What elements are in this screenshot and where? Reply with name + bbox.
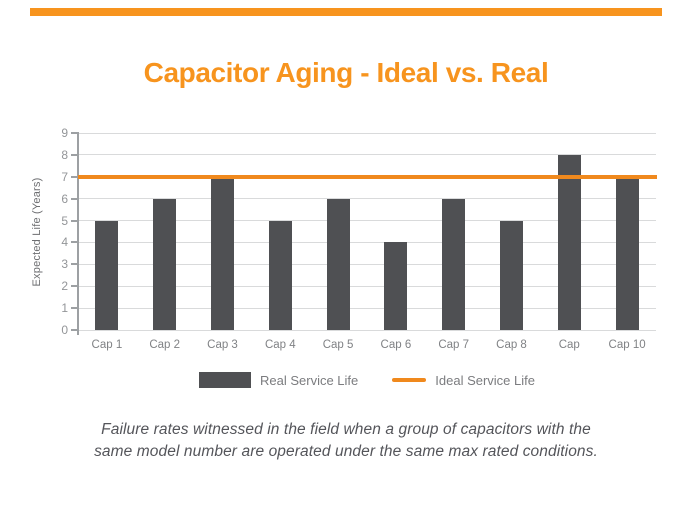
gridline-y2 <box>78 285 656 287</box>
y-axis-tick-4 <box>71 241 77 244</box>
y-axis-tick-1 <box>71 307 77 310</box>
chart-legend: Real Service Life Ideal Service Life <box>78 370 656 390</box>
x-tick-label-5: Cap 5 <box>322 339 354 351</box>
bar-cap-2 <box>153 198 177 330</box>
x-tick-label-3: Cap 3 <box>207 339 238 351</box>
bar-cap-10 <box>615 176 639 330</box>
legend-bar-swatch <box>198 372 251 388</box>
gridline-y6 <box>78 198 656 200</box>
y-tick-label-3: 3 <box>61 257 68 272</box>
bar-cap-5 <box>326 198 350 330</box>
y-axis-tick-8 <box>71 153 77 156</box>
y-tick-label-1: 1 <box>61 301 68 316</box>
y-axis-tick-2 <box>71 285 77 288</box>
y-axis-tick-3 <box>71 263 77 266</box>
x-tick-label-10: Cap 10 <box>608 339 646 351</box>
y-axis-tick-7 <box>71 175 77 178</box>
gridline-y5 <box>78 220 656 222</box>
y-axis-line <box>77 132 79 335</box>
accent-top-bar <box>30 8 662 16</box>
caption-line-1: Failure rates witnessed in the field whe… <box>101 421 591 438</box>
y-tick-label-9: 9 <box>61 126 68 140</box>
gridline-y0 <box>78 329 656 331</box>
y-tick-label-8: 8 <box>61 147 68 162</box>
y-axis-tick-0 <box>71 329 77 331</box>
x-tick-label-2: Cap 2 <box>149 339 181 351</box>
caption-line-2: same model number are operated under the… <box>94 443 598 460</box>
legend-line-swatch <box>392 378 427 382</box>
x-tick-label-6: Cap 6 <box>380 339 412 351</box>
legend-spacer <box>358 380 392 381</box>
bar-cap-6 <box>384 242 408 330</box>
x-tick-label-8: Cap 8 <box>496 339 527 351</box>
bar-cap-4 <box>268 220 292 330</box>
chart-caption: Failure rates witnessed in the field whe… <box>0 419 692 463</box>
bar-cap-3 <box>211 176 234 330</box>
y-tick-label-4: 4 <box>61 235 68 250</box>
gridline-y9 <box>78 132 656 134</box>
ideal-service-life-line <box>78 174 657 179</box>
x-tick-label-1: Cap 1 <box>91 339 123 351</box>
gridline-y3 <box>78 263 656 265</box>
gridline-y8 <box>78 154 656 156</box>
bar-cap <box>557 154 581 330</box>
y-axis-tick-9 <box>71 132 77 134</box>
y-tick-label-0: 0 <box>61 323 68 337</box>
gridline-y1 <box>78 307 656 309</box>
y-axis-tick-6 <box>71 197 77 200</box>
x-tick-label-4: Cap 4 <box>264 339 296 351</box>
y-tick-label-7: 7 <box>61 169 68 184</box>
bar-cap-8 <box>500 220 523 330</box>
legend-label-real: Real Service Life <box>259 372 359 388</box>
x-tick-label-9: Cap <box>558 339 580 351</box>
legend-label-ideal: Ideal Service Life <box>435 372 535 388</box>
y-tick-label-6: 6 <box>61 191 68 206</box>
y-tick-label-5: 5 <box>61 213 68 228</box>
bar-cap-1 <box>95 220 119 330</box>
bar-chart-plot-area: 0 1 2 3 4 5 6 7 8 9 Cap 1 Cap 2 Cap 3 Cap 4 Cap 5 Cap 6… <box>61 126 657 351</box>
chart-title: Capacitor Aging - Ideal vs. Real <box>143 57 549 88</box>
x-tick-label-7: Cap 7 <box>438 339 470 351</box>
bar-cap-7 <box>442 198 466 330</box>
y-axis-tick-5 <box>71 219 77 222</box>
y-axis-label: Expected Life (Years) <box>31 177 43 287</box>
y-tick-label-2: 2 <box>61 279 68 294</box>
gridline-y4 <box>78 241 656 243</box>
